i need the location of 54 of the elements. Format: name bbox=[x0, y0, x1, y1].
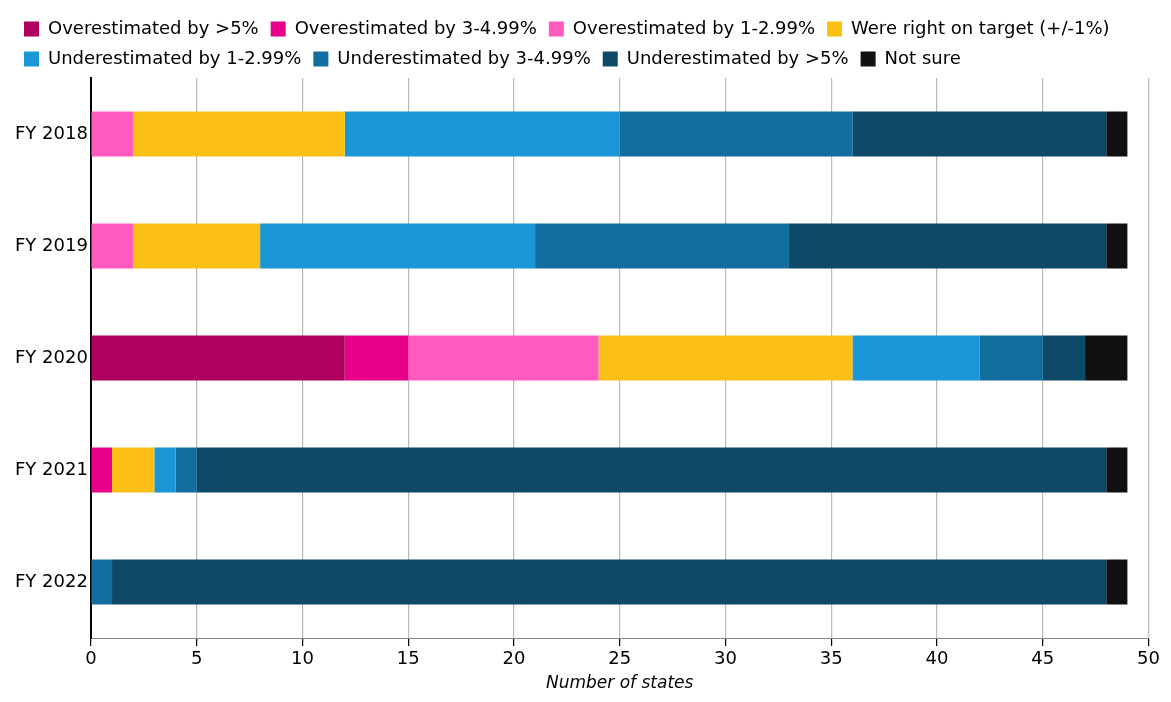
bar bbox=[788, 223, 1107, 269]
x-tick-label: 10 bbox=[290, 647, 314, 669]
x-tick-label: 25 bbox=[608, 647, 632, 669]
x-tick-label: 0 bbox=[85, 647, 97, 669]
bar bbox=[91, 223, 134, 269]
bar bbox=[175, 447, 197, 493]
bar bbox=[619, 111, 853, 157]
y-tick-label: FY 2018 bbox=[14, 121, 88, 143]
legend-label: Underestimated by >5% bbox=[626, 46, 849, 68]
bar bbox=[91, 559, 113, 605]
legend-label: Underestimated by 1-2.99% bbox=[48, 46, 302, 68]
bar bbox=[91, 447, 113, 493]
bar bbox=[852, 111, 1107, 157]
bar bbox=[344, 111, 620, 157]
bar bbox=[852, 335, 980, 381]
x-tick-label: 35 bbox=[819, 647, 843, 669]
legend-label: Overestimated by >5% bbox=[48, 16, 259, 38]
x-axis-title: Number of states bbox=[546, 672, 694, 693]
bar bbox=[196, 447, 1107, 493]
bar bbox=[133, 111, 345, 157]
bar bbox=[112, 447, 155, 493]
bar bbox=[979, 335, 1043, 381]
x-tick-label: 5 bbox=[190, 647, 203, 669]
bar bbox=[535, 223, 789, 269]
bar bbox=[133, 223, 261, 269]
x-tick-label: 45 bbox=[1031, 647, 1055, 669]
bar bbox=[91, 335, 345, 381]
y-tick-label: FY 2021 bbox=[14, 457, 88, 479]
x-tick-label: 50 bbox=[1137, 647, 1160, 669]
bar bbox=[1106, 111, 1128, 157]
y-tick-label: FY 2020 bbox=[14, 345, 88, 367]
bar bbox=[1085, 335, 1128, 381]
bar bbox=[260, 223, 536, 269]
x-tick-label: 15 bbox=[396, 647, 420, 669]
bar bbox=[1042, 335, 1086, 381]
legend-label: Not sure bbox=[884, 46, 961, 68]
bar bbox=[408, 335, 599, 381]
bar bbox=[598, 335, 853, 381]
y-tick-label: FY 2019 bbox=[14, 233, 88, 255]
legend-label: Were right on target (+/-1%) bbox=[851, 16, 1110, 38]
bar bbox=[1106, 223, 1128, 269]
bar bbox=[91, 111, 134, 157]
legend-label: Overestimated by 1-2.99% bbox=[572, 16, 816, 38]
bar bbox=[1106, 447, 1128, 493]
x-tick-label: 30 bbox=[714, 647, 737, 669]
legend-label: Overestimated by 3-4.99% bbox=[294, 16, 537, 38]
bar bbox=[112, 559, 1107, 605]
x-tick-label: 20 bbox=[502, 647, 526, 669]
legend-label: Underestimated by 3-4.99% bbox=[337, 46, 591, 68]
bar bbox=[344, 335, 409, 381]
bar bbox=[1106, 559, 1128, 605]
bar bbox=[154, 447, 176, 493]
x-tick-label: 40 bbox=[925, 647, 949, 669]
y-tick-label: FY 2022 bbox=[14, 569, 88, 591]
